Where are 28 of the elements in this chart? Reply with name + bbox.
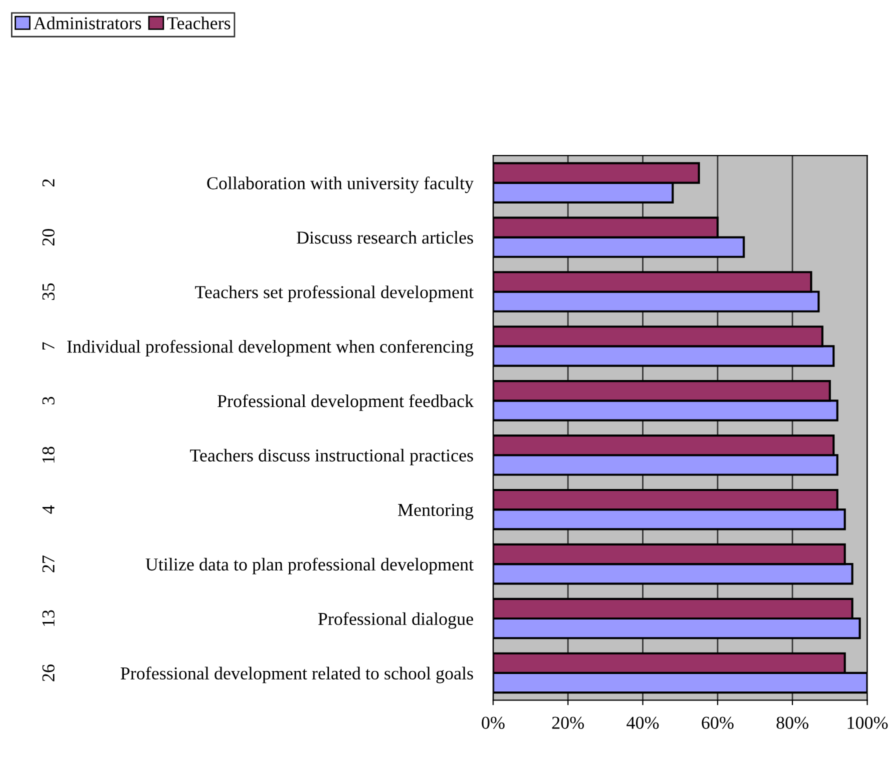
y-tick-label: Teachers discuss instructional practices: [190, 448, 474, 466]
text: 2: [42, 179, 54, 187]
y-tick-label: Collaboration with university faculty: [207, 176, 474, 194]
text: 18: [42, 446, 55, 463]
x-tick-label: 40%: [626, 716, 659, 729]
legend-label: Administrators: [34, 16, 142, 30]
x-tick-label: 0%: [482, 716, 505, 729]
text: 26: [42, 664, 55, 682]
x-tick-label: 60%: [702, 716, 734, 729]
y-tick-label: Professional dialogue: [318, 612, 474, 629]
y-tick-label: Teachers set professional development: [195, 285, 474, 302]
text: 13: [42, 610, 55, 626]
x-tick-label: 80%: [776, 716, 808, 729]
y-tick-label: Mentoring: [398, 504, 474, 520]
legend-label: Teachers: [167, 16, 230, 30]
y-tick-label: Utilize data to plan professional development: [146, 558, 474, 574]
x-tick-label: 100%: [848, 716, 888, 729]
text: 4: [42, 505, 54, 514]
text: 27: [42, 556, 54, 572]
x-tick-label: 20%: [552, 716, 584, 729]
y-tick-label: Professional development feedback: [218, 394, 474, 411]
y-tick-label: Individual professional development when conferencing: [67, 340, 474, 356]
text: 20: [42, 228, 55, 246]
text: 3: [42, 396, 55, 404]
y-tick-label: Discuss research articles: [296, 231, 474, 244]
text: 7: [42, 342, 54, 350]
text: 35: [42, 283, 55, 300]
y-tick-label: Professional development related to school goals: [120, 666, 474, 684]
